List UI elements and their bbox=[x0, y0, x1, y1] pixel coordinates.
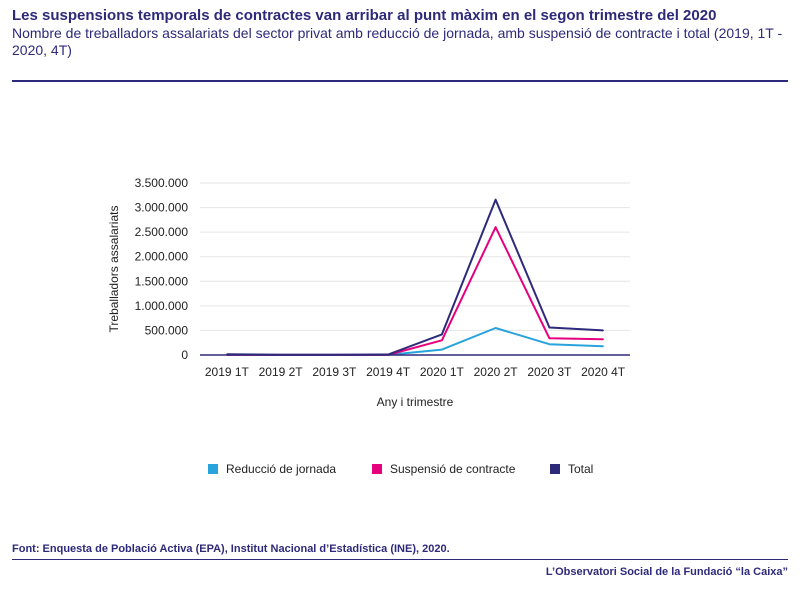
y-tick-label: 0 bbox=[181, 348, 188, 362]
data-point bbox=[441, 348, 443, 351]
y-tick-label: 2.000.000 bbox=[135, 250, 189, 264]
data-point bbox=[548, 343, 551, 345]
data-point bbox=[548, 326, 551, 329]
legend-swatch bbox=[550, 464, 560, 474]
legend: Reducció de jornada Suspensió de contract… bbox=[0, 461, 800, 479]
chart-title: Les suspensions temporals de contractes … bbox=[12, 7, 717, 24]
series-lines bbox=[226, 198, 604, 356]
chart-subtitle: Nombre de treballadors assalariats del s… bbox=[12, 25, 783, 58]
y-tick-label: 1.000.000 bbox=[135, 299, 189, 313]
x-tick-label: 2020 2T bbox=[474, 365, 519, 379]
data-point bbox=[548, 337, 551, 340]
y-tick-label: 3.000.000 bbox=[135, 201, 189, 215]
data-point bbox=[441, 333, 443, 336]
x-tick-label: 2019 3T bbox=[312, 365, 357, 379]
legend-label: Total bbox=[568, 462, 594, 476]
source-note: Font: Enquesta de Població Activa (EPA),… bbox=[12, 543, 450, 555]
source-text: Font: Enquesta de Població Activa (EPA),… bbox=[12, 543, 450, 555]
chart-header: Les suspensions temporals de contractes … bbox=[12, 6, 788, 59]
y-tick-label: 2.500.000 bbox=[135, 225, 189, 239]
legend-swatch bbox=[372, 464, 382, 474]
data-point bbox=[602, 345, 604, 347]
y-tick-label: 500.000 bbox=[145, 323, 189, 337]
data-point bbox=[494, 226, 497, 229]
x-tick-label: 2019 4T bbox=[366, 365, 411, 379]
series-line-suspensi-de-contracte bbox=[226, 226, 604, 356]
legend-item: Total bbox=[550, 461, 593, 477]
y-axis-label: Treballadors assalariats bbox=[107, 206, 121, 333]
x-axis-label: Any i trimestre bbox=[377, 395, 454, 409]
legend-item: Reducció de jornada bbox=[208, 461, 336, 477]
credit-text: L’Observatori Social de la Fundació “la … bbox=[545, 566, 788, 578]
line-chart: 0 500.000 1.000.000 1.500.000 2.000.000 2.500… bbox=[107, 176, 630, 409]
data-point bbox=[494, 198, 497, 201]
legend-item: Suspensió de contracte bbox=[372, 461, 515, 477]
legend-label: Reducció de jornada bbox=[226, 462, 337, 476]
legend-swatch bbox=[208, 464, 218, 474]
data-point bbox=[602, 338, 604, 341]
x-tick-label: 2019 2T bbox=[259, 365, 304, 379]
legend-label: Suspensió de contracte bbox=[390, 462, 516, 476]
y-tick-label: 3.500.000 bbox=[135, 176, 189, 190]
x-tick-label: 2020 1T bbox=[420, 365, 465, 379]
header-divider bbox=[12, 80, 788, 82]
x-tick-label: 2019 1T bbox=[205, 365, 250, 379]
y-axis-ticks: 0 500.000 1.000.000 1.500.000 2.000.000 2.500… bbox=[135, 176, 189, 362]
x-tick-label: 2020 3T bbox=[527, 365, 572, 379]
data-point bbox=[494, 327, 497, 329]
data-point bbox=[602, 329, 604, 332]
gridlines bbox=[200, 182, 630, 331]
footer-divider bbox=[12, 559, 788, 560]
y-tick-label: 1.500.000 bbox=[135, 274, 189, 288]
data-point bbox=[441, 339, 443, 342]
x-axis-ticks: 2019 1T 2019 2T 2019 3T 2019 4T 2020 1T 2020 … bbox=[205, 365, 626, 379]
x-tick-label: 2020 4T bbox=[581, 365, 626, 379]
